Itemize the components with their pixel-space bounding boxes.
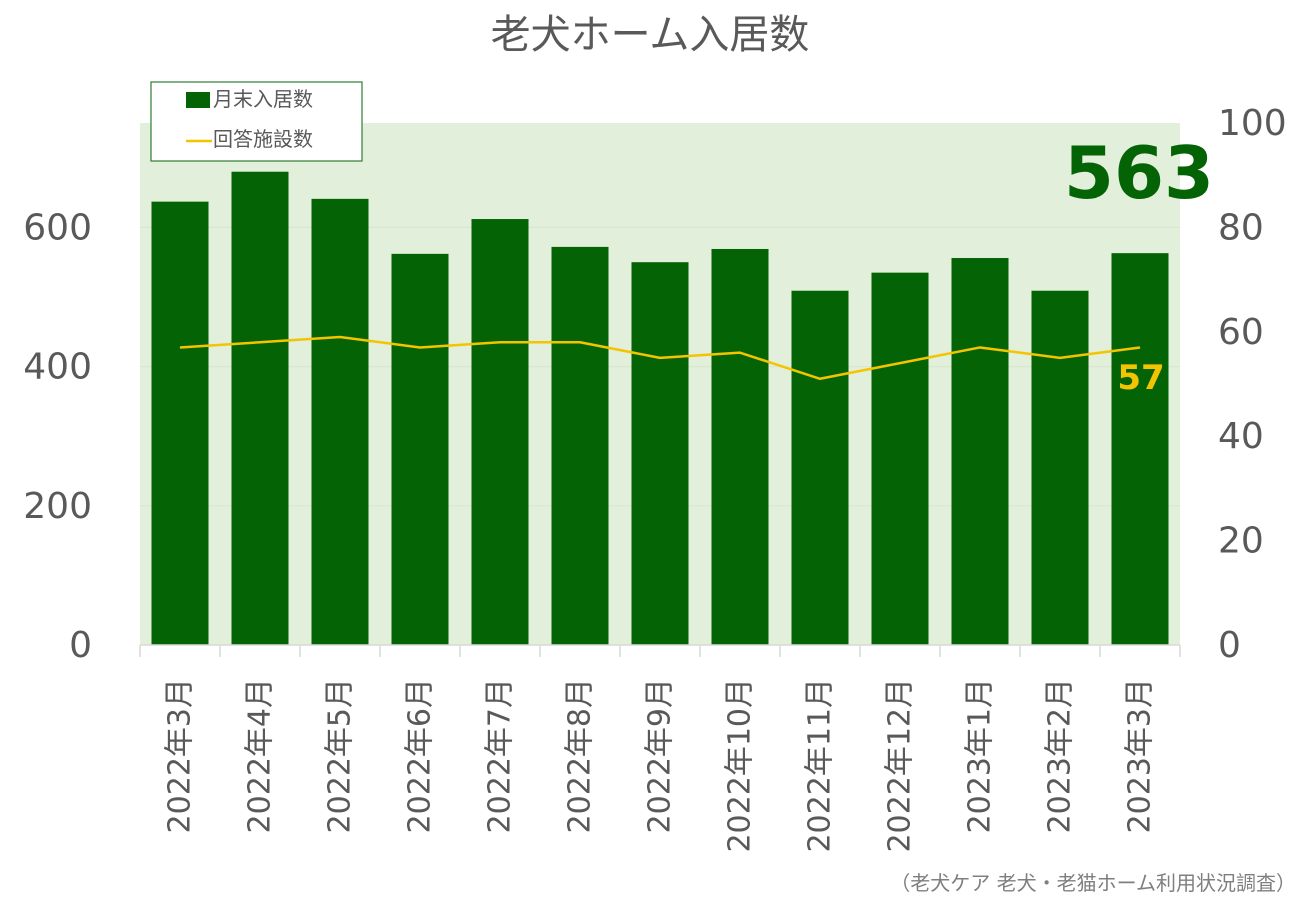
left-axis: 0 200 400 600 xyxy=(23,207,92,666)
latest-bar-value-label: 563 xyxy=(1064,131,1214,215)
x-tick-label: 2022年8月 xyxy=(563,678,598,833)
right-tick-label: 60 xyxy=(1218,312,1264,353)
x-tick-label: 2023年2月 xyxy=(1043,678,1078,833)
x-tick-label: 2022年4月 xyxy=(243,678,278,833)
x-tick-label: 2023年1月 xyxy=(963,678,998,833)
bar-2023年3月 xyxy=(1111,253,1169,646)
bar-2022年10月 xyxy=(711,248,769,645)
left-tick-label: 600 xyxy=(23,207,92,248)
x-tick-label: 2022年5月 xyxy=(323,678,358,833)
right-tick-label: 0 xyxy=(1218,625,1241,666)
x-tick-label: 2022年9月 xyxy=(643,678,678,833)
line-series xyxy=(179,335,1141,381)
bar-2022年7月 xyxy=(471,219,529,645)
bar-2022年9月 xyxy=(631,262,689,645)
legend-swatch-bar xyxy=(186,92,210,108)
legend-label-line: 回答施設数 xyxy=(213,127,313,151)
left-tick-label: 400 xyxy=(23,347,92,388)
bar-2022年4月 xyxy=(231,171,289,645)
x-tick-label: 2022年3月 xyxy=(163,678,198,833)
bar-2022年12月 xyxy=(871,272,929,645)
legend-label-bar: 月末入居数 xyxy=(213,87,313,111)
chart-title: 老犬ホーム入居数 xyxy=(491,12,810,58)
left-tick-label: 0 xyxy=(69,625,92,666)
right-tick-label: 100 xyxy=(1218,103,1287,144)
bar-2023年2月 xyxy=(1031,290,1089,645)
x-tick-label: 2022年12月 xyxy=(883,678,918,853)
bar-series xyxy=(151,171,1169,646)
right-tick-label: 40 xyxy=(1218,416,1264,457)
x-tick-label: 2022年11月 xyxy=(803,678,838,853)
bar-2022年3月 xyxy=(151,201,209,645)
x-axis: 2022年3月 2022年4月 2022年5月 2022年6月 2022年7月 2022年… xyxy=(139,644,1181,853)
x-tick-label: 2023年3月 xyxy=(1123,678,1158,833)
x-tick-label: 2022年7月 xyxy=(483,678,518,833)
bar-2022年5月 xyxy=(311,198,369,645)
x-tick-label: 2022年6月 xyxy=(403,678,438,833)
right-tick-label: 80 xyxy=(1218,207,1264,248)
left-tick-label: 200 xyxy=(23,486,92,527)
bar-2023年1月 xyxy=(951,258,1009,645)
bar-2022年11月 xyxy=(791,290,849,645)
bar-2022年6月 xyxy=(391,253,449,645)
bar-2022年8月 xyxy=(551,246,609,645)
x-tick-label: 2022年10月 xyxy=(723,678,758,853)
right-axis: 0 20 40 60 80 100 xyxy=(1218,103,1287,666)
legend: 月末入居数 回答施設数 xyxy=(150,81,363,162)
right-tick-label: 20 xyxy=(1218,521,1264,562)
latest-line-value-label: 57 xyxy=(1117,358,1164,398)
source-note: （老犬ケア 老犬・老猫ホーム利用状況調査） xyxy=(890,871,1296,895)
